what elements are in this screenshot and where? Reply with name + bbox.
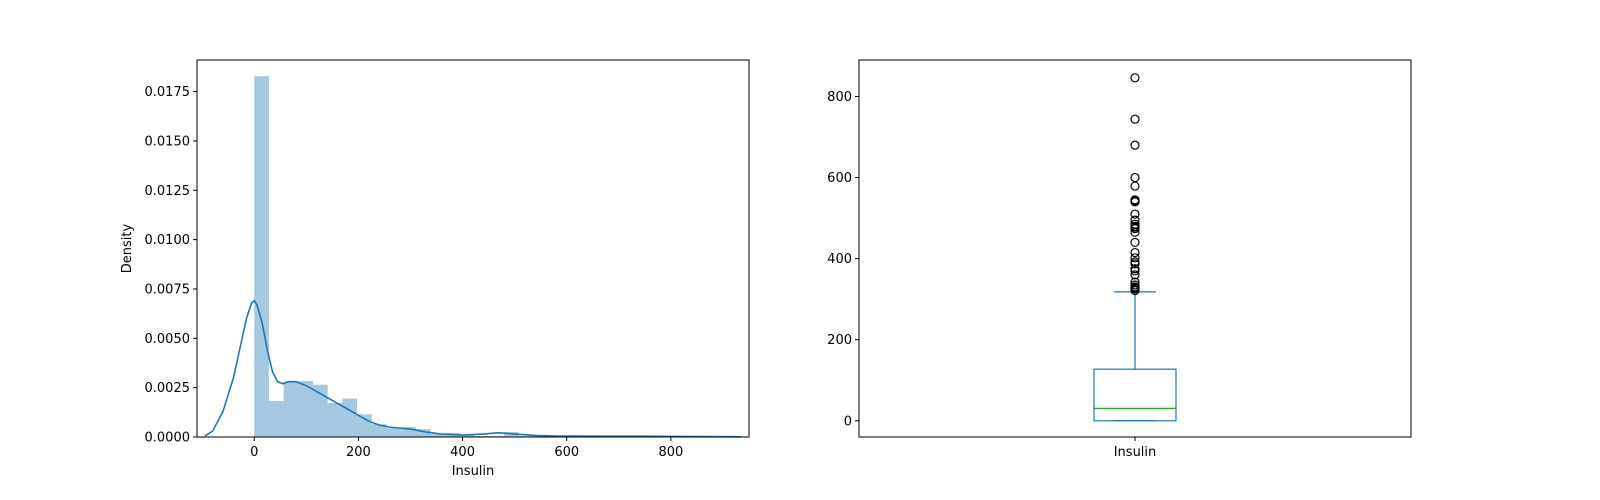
- histogram-y-tick-label: 0.0050: [145, 332, 191, 347]
- histogram-y-tick-label: 0.0075: [145, 282, 191, 297]
- histogram-bar: [313, 384, 328, 437]
- boxplot-x-tick-label: Insulin: [1114, 445, 1157, 460]
- histogram-y-tick-label: 0.0125: [145, 184, 191, 199]
- boxplot-outlier-point: [1130, 277, 1140, 287]
- histogram-bar: [386, 428, 402, 437]
- boxplot-outlier-point: [1130, 195, 1140, 205]
- boxplot-outlier-point: [1130, 270, 1140, 280]
- histogram-y-ticks: 0.0000 0.0025 0.0050 0.0075 0.0100 0.0125 0.01…: [145, 85, 197, 446]
- boxplot-outlier-point: [1130, 219, 1140, 229]
- histogram-bar: [357, 414, 372, 437]
- histogram-x-tick-label: 600: [554, 445, 579, 460]
- boxplot-outlier-point: [1130, 114, 1140, 124]
- boxplot-outlier-point: [1130, 215, 1140, 225]
- histogram-bar: [283, 381, 299, 437]
- histogram-bar: [415, 429, 431, 437]
- boxplot-y-tick-label: 800: [827, 90, 852, 105]
- histogram-y-axis-label: Density: [120, 223, 135, 273]
- boxplot-outlier-point: [1130, 172, 1140, 183]
- boxplot-outlier-point: [1130, 140, 1140, 150]
- histogram-bar: [371, 424, 387, 437]
- boxplot-outlier-point: [1130, 280, 1140, 290]
- histogram-y-tick-label: 0.0100: [145, 233, 191, 248]
- histogram-bar: [254, 76, 269, 438]
- histogram-bar: [430, 434, 446, 437]
- histogram-bar: [327, 403, 343, 437]
- histogram-bar: [342, 398, 358, 437]
- boxplot-outlier-point: [1130, 237, 1140, 248]
- boxplot-outlier-point: [1130, 247, 1140, 258]
- boxplot-outliers: [1130, 73, 1140, 296]
- boxplot-x-ticks: Insulin: [1114, 437, 1157, 460]
- boxplot-outlier-point: [1130, 257, 1140, 267]
- histogram-y-tick-label: 0.0025: [145, 381, 191, 396]
- histogram-x-tick-label: 0: [250, 445, 258, 460]
- boxplot-y-tick-label: 600: [827, 171, 852, 186]
- histogram-x-tick-label: 400: [450, 445, 475, 460]
- histogram-x-ticks: 0 200 400 600 800: [250, 437, 683, 460]
- histogram-panel: 0 200 400 600 800 0.00000.00250.00500.00750.…: [120, 59, 750, 479]
- histogram-y-tick-label: 0.0000: [145, 431, 191, 446]
- histogram-bar: [401, 427, 416, 437]
- histogram-bar: [298, 380, 314, 437]
- histogram-bar: [268, 400, 284, 437]
- histogram-x-tick-label: 200: [346, 445, 371, 460]
- boxplot-y-tick-label: 400: [827, 252, 852, 267]
- histogram-x-axis-label: Insulin: [452, 464, 495, 479]
- boxplot-y-ticks: 0 200 400 600 800: [827, 90, 859, 429]
- histogram-y-tick-label: 0.0150: [145, 134, 191, 149]
- boxplot-outlier-point: [1130, 264, 1140, 274]
- boxplot-outlier-point: [1130, 73, 1140, 83]
- boxplot-outlier-point: [1130, 253, 1140, 263]
- kde-curve: [204, 299, 742, 438]
- boxplot-y-tick-label: 0: [844, 414, 852, 429]
- histogram-y-tick-label: 0.0175: [145, 85, 191, 100]
- histogram-axes-frame: [196, 59, 750, 438]
- histogram-bar: [459, 434, 475, 437]
- boxplot-panel: 0 200 400 600 800 Insulin: [827, 59, 1412, 460]
- boxplot-y-tick-label: 200: [827, 333, 852, 348]
- boxplot-outlier-point: [1130, 209, 1140, 219]
- histogram-x-tick-label: 800: [658, 445, 683, 460]
